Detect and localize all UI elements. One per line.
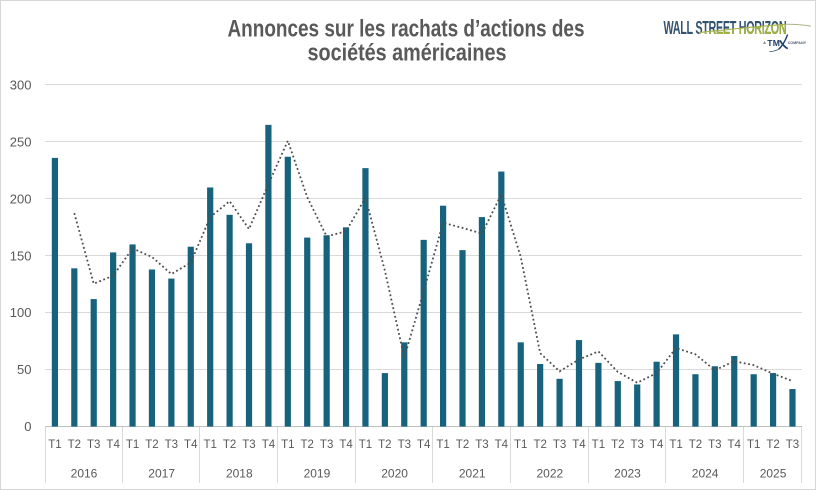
svg-text:T1: T1 — [436, 439, 449, 451]
svg-text:2018: 2018 — [226, 467, 253, 481]
svg-text:T4: T4 — [650, 439, 664, 451]
svg-text:150: 150 — [10, 248, 32, 263]
svg-text:T2: T2 — [145, 439, 158, 451]
svg-text:T1: T1 — [359, 439, 372, 451]
svg-text:T4: T4 — [184, 439, 198, 451]
svg-text:300: 300 — [10, 78, 32, 93]
svg-text:T3: T3 — [786, 439, 799, 451]
svg-text:2024: 2024 — [692, 467, 719, 481]
svg-text:T4: T4 — [495, 439, 509, 451]
svg-text:T2: T2 — [223, 439, 236, 451]
svg-text:T4: T4 — [339, 439, 353, 451]
svg-text:T4: T4 — [417, 439, 431, 451]
svg-text:T3: T3 — [553, 439, 566, 451]
svg-text:COMPANY: COMPANY — [788, 41, 807, 45]
svg-text:T4: T4 — [728, 439, 742, 451]
svg-text:100: 100 — [10, 305, 32, 320]
svg-text:2016: 2016 — [71, 467, 98, 481]
svg-text:T3: T3 — [242, 439, 255, 451]
svg-text:200: 200 — [10, 191, 32, 206]
svg-text:2023: 2023 — [614, 467, 641, 481]
svg-text:2021: 2021 — [459, 467, 486, 481]
svg-text:T1: T1 — [48, 439, 61, 451]
svg-text:T2: T2 — [301, 439, 314, 451]
svg-text:TM: TM — [767, 38, 780, 48]
svg-text:T3: T3 — [398, 439, 411, 451]
svg-text:T3: T3 — [475, 439, 488, 451]
svg-text:T4: T4 — [262, 439, 276, 451]
svg-text:T1: T1 — [669, 439, 682, 451]
svg-text:T2: T2 — [378, 439, 391, 451]
svg-text:T1: T1 — [281, 439, 294, 451]
svg-text:T3: T3 — [708, 439, 721, 451]
svg-text:A: A — [763, 41, 766, 45]
svg-text:T1: T1 — [592, 439, 605, 451]
svg-text:T3: T3 — [87, 439, 100, 451]
svg-text:sociétés américaines: sociétés américaines — [308, 40, 507, 67]
svg-text:T2: T2 — [533, 439, 546, 451]
svg-text:T4: T4 — [572, 439, 586, 451]
svg-text:T4: T4 — [106, 439, 120, 451]
svg-text:2022: 2022 — [537, 467, 564, 481]
svg-text:T1: T1 — [514, 439, 527, 451]
svg-text:T2: T2 — [456, 439, 469, 451]
svg-text:T3: T3 — [165, 439, 178, 451]
svg-text:Annonces sur les rachats d’act: Annonces sur les rachats d’actions des — [228, 15, 585, 42]
svg-text:T2: T2 — [766, 439, 779, 451]
svg-text:0: 0 — [24, 419, 31, 434]
svg-text:WALL STREET HORIZON: WALL STREET HORIZON — [664, 17, 787, 38]
svg-text:2025: 2025 — [760, 467, 787, 481]
svg-text:250: 250 — [10, 134, 32, 149]
svg-text:2019: 2019 — [304, 467, 331, 481]
svg-text:T3: T3 — [320, 439, 333, 451]
svg-text:T2: T2 — [689, 439, 702, 451]
svg-text:T2: T2 — [68, 439, 81, 451]
svg-text:50: 50 — [17, 362, 31, 377]
svg-text:T2: T2 — [611, 439, 624, 451]
svg-text:T3: T3 — [630, 439, 643, 451]
svg-text:2017: 2017 — [148, 467, 175, 481]
svg-text:T1: T1 — [126, 439, 139, 451]
svg-text:2020: 2020 — [381, 467, 408, 481]
svg-text:T1: T1 — [203, 439, 216, 451]
svg-text:T1: T1 — [747, 439, 760, 451]
